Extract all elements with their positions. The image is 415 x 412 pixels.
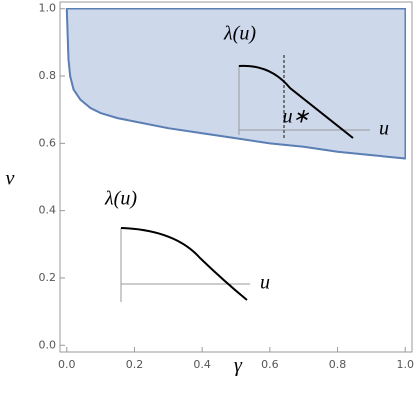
x-tick-label: 0.6 — [261, 358, 279, 371]
inset-curve — [238, 64, 354, 139]
plot-frame — [59, 1, 413, 353]
y-tick-label: 0.2 — [39, 271, 57, 284]
annotation: λ(u) — [223, 23, 256, 45]
inset-bottom: λ(u) u — [104, 188, 270, 302]
x-tick-label: 1.0 — [396, 358, 414, 371]
x-axis-label: γ — [234, 355, 243, 377]
annotation: u — [379, 118, 389, 140]
y-tick-label: 1.0 — [39, 2, 57, 15]
boundary-curve — [65, 8, 406, 160]
inset-curve — [120, 227, 248, 301]
y-axis-label: v — [6, 168, 15, 190]
x-tick-label: 0.0 — [58, 358, 76, 371]
inset-top: λ(u) u u∗ — [223, 23, 389, 140]
x-tick-label: 0.4 — [193, 358, 211, 371]
annotation: u — [260, 272, 270, 294]
y-tick-label: 0.0 — [39, 338, 57, 351]
annotation: u∗ — [283, 106, 310, 128]
x-tick-label: 0.8 — [329, 358, 347, 371]
annotation: λ(u) — [104, 188, 137, 210]
y-tick-label: 0.8 — [39, 69, 57, 82]
x-tick-label: 0.2 — [126, 358, 144, 371]
y-tick-label: 0.4 — [39, 204, 57, 217]
y-tick-label: 0.6 — [39, 136, 57, 149]
